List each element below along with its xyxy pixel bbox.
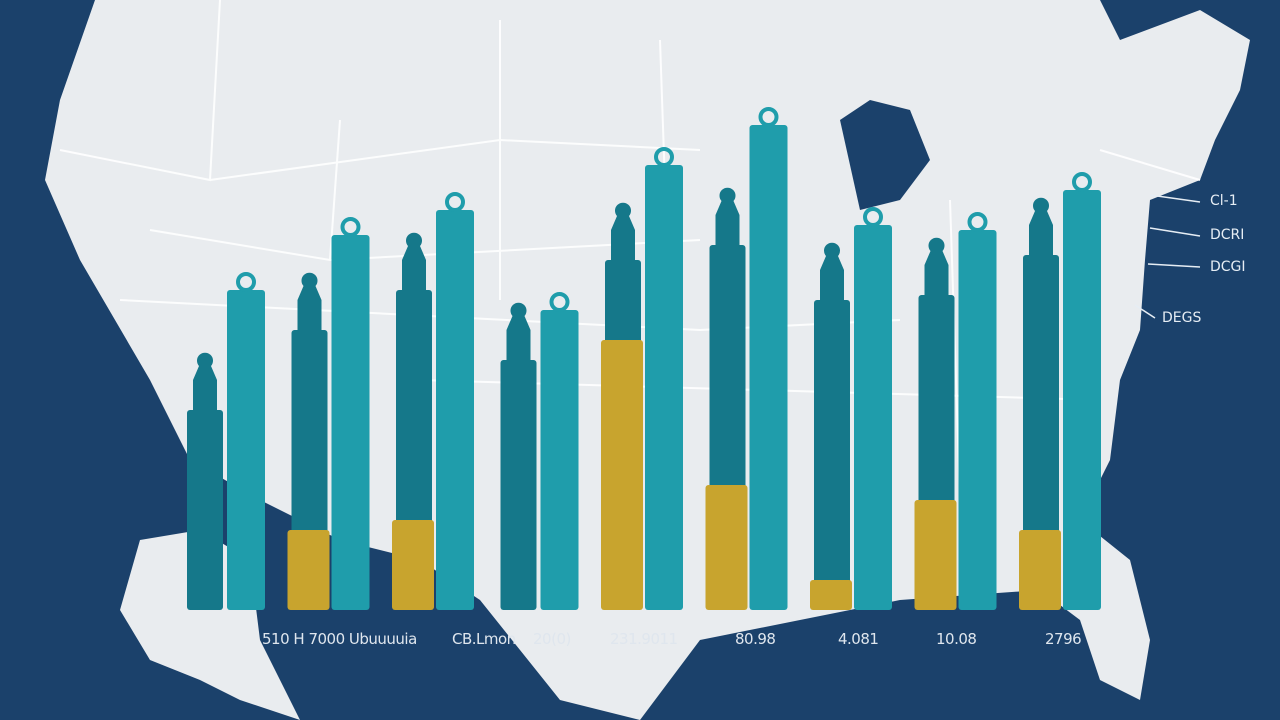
bar-teal xyxy=(331,235,370,610)
person-figure-icon xyxy=(820,242,844,300)
bar-gold xyxy=(705,485,748,610)
bar-teal xyxy=(749,125,788,610)
bar-gold xyxy=(601,340,643,610)
side-label: DCRI xyxy=(1210,227,1245,243)
location-pin-icon xyxy=(445,192,465,212)
bar-dark-teal xyxy=(1023,255,1059,610)
side-label: Cl-1 xyxy=(1210,193,1238,209)
bar-dark-teal xyxy=(814,300,850,610)
location-pin-icon xyxy=(967,212,988,232)
callout-lines xyxy=(1134,194,1201,319)
bar-gold xyxy=(392,520,434,610)
person-figure-icon xyxy=(506,302,531,360)
person-figure-icon xyxy=(193,352,217,410)
location-pin-icon xyxy=(758,107,779,127)
person-figure-icon xyxy=(402,232,426,290)
location-pin-icon xyxy=(863,207,883,227)
location-pin-icon xyxy=(549,292,570,312)
bar-gold xyxy=(914,500,957,610)
bar-gold xyxy=(810,580,852,610)
bar-teal xyxy=(540,310,579,610)
side-label: DEGS xyxy=(1162,310,1202,326)
location-pin-icon xyxy=(1072,172,1092,192)
person-figure-icon xyxy=(297,272,322,330)
bar-teal xyxy=(958,230,997,610)
bar-gold xyxy=(1019,530,1061,610)
bar-teal xyxy=(645,165,683,610)
side-label: DCGI xyxy=(1210,259,1246,275)
bar-dark-teal xyxy=(500,360,537,610)
x-tick-label: 20(0) xyxy=(533,630,571,648)
person-figure-icon xyxy=(611,202,635,260)
bar-dark-teal xyxy=(187,410,223,610)
x-tick-label: 231.9011 xyxy=(610,630,678,648)
x-tick-label: 80.98 xyxy=(735,630,776,648)
bar-teal xyxy=(1063,190,1101,610)
x-tick-label: 10.08 xyxy=(936,630,977,648)
person-figure-icon xyxy=(924,237,949,295)
bar-teal xyxy=(227,290,265,610)
person-figure-icon xyxy=(715,187,740,245)
location-pin-icon xyxy=(236,272,256,292)
bar-gold xyxy=(287,530,330,610)
bar-teal xyxy=(436,210,474,610)
x-tick-label: 510 H 7000 Ubuuuuia xyxy=(262,630,417,648)
bars-layer xyxy=(187,107,1101,610)
x-tick-label: 4.081 xyxy=(838,630,879,648)
location-pin-icon xyxy=(654,147,674,167)
bar-teal xyxy=(854,225,892,610)
x-tick-label: CB.Lmon xyxy=(452,630,516,648)
location-pin-icon xyxy=(340,217,361,237)
person-figure-icon xyxy=(1029,197,1053,255)
x-tick-label: 2796 xyxy=(1045,630,1082,648)
